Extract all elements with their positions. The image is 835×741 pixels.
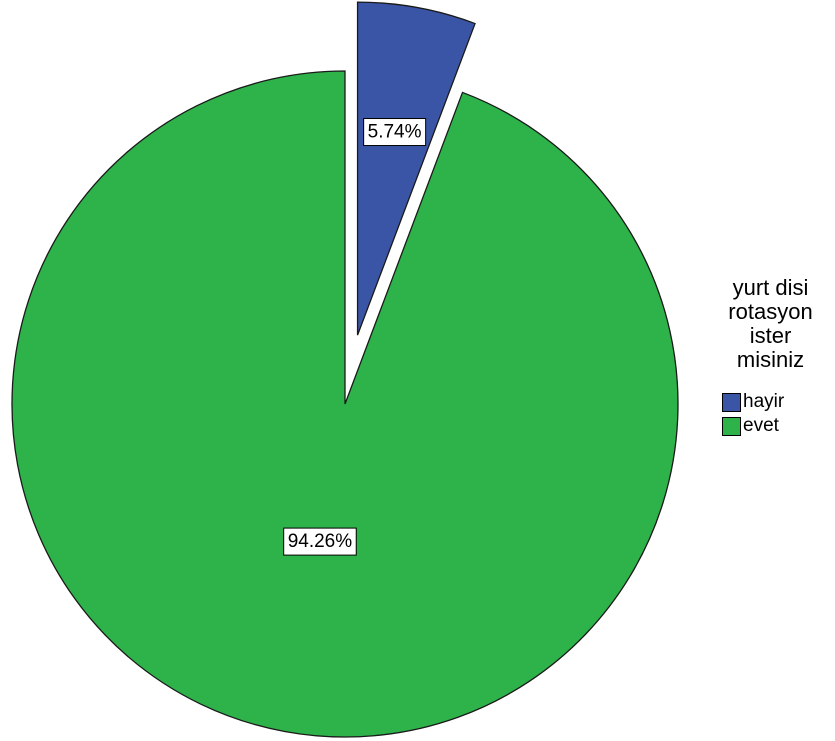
slice-value-label: 5.74% (368, 122, 422, 143)
legend-title-line: misiniz (736, 347, 805, 372)
pie-slice-evet (11, 70, 679, 738)
legend-label-evet: evet (743, 415, 779, 436)
legend-title-line: yurt disi (732, 275, 809, 300)
slice-label-box (363, 118, 427, 147)
legend: yurt disi rotasyon ister misiniz hayir e… (706, 276, 835, 438)
slice-label-box (283, 527, 357, 556)
legend-label-hayir: hayir (743, 391, 785, 412)
legend-items: hayir evet (722, 390, 835, 438)
pie-slices (11, 1, 679, 738)
legend-title: yurt disi rotasyon ister misiniz (706, 276, 835, 372)
slice-label-hayir: 5.74% (363, 118, 427, 147)
pie-slice-hayir (356, 1, 476, 336)
legend-title-line: ister (749, 323, 792, 348)
legend-item-evet: evet (722, 414, 835, 438)
legend-swatch-hayir (722, 392, 741, 412)
legend-title-line: rotasyon (728, 299, 813, 324)
slice-value-label: 94.26% (288, 531, 353, 552)
legend-swatch-evet (722, 416, 741, 436)
slice-labels: 5.74% 94.26% (283, 118, 427, 556)
legend-item-hayir: hayir (722, 390, 835, 414)
slice-label-evet: 94.26% (283, 527, 357, 556)
